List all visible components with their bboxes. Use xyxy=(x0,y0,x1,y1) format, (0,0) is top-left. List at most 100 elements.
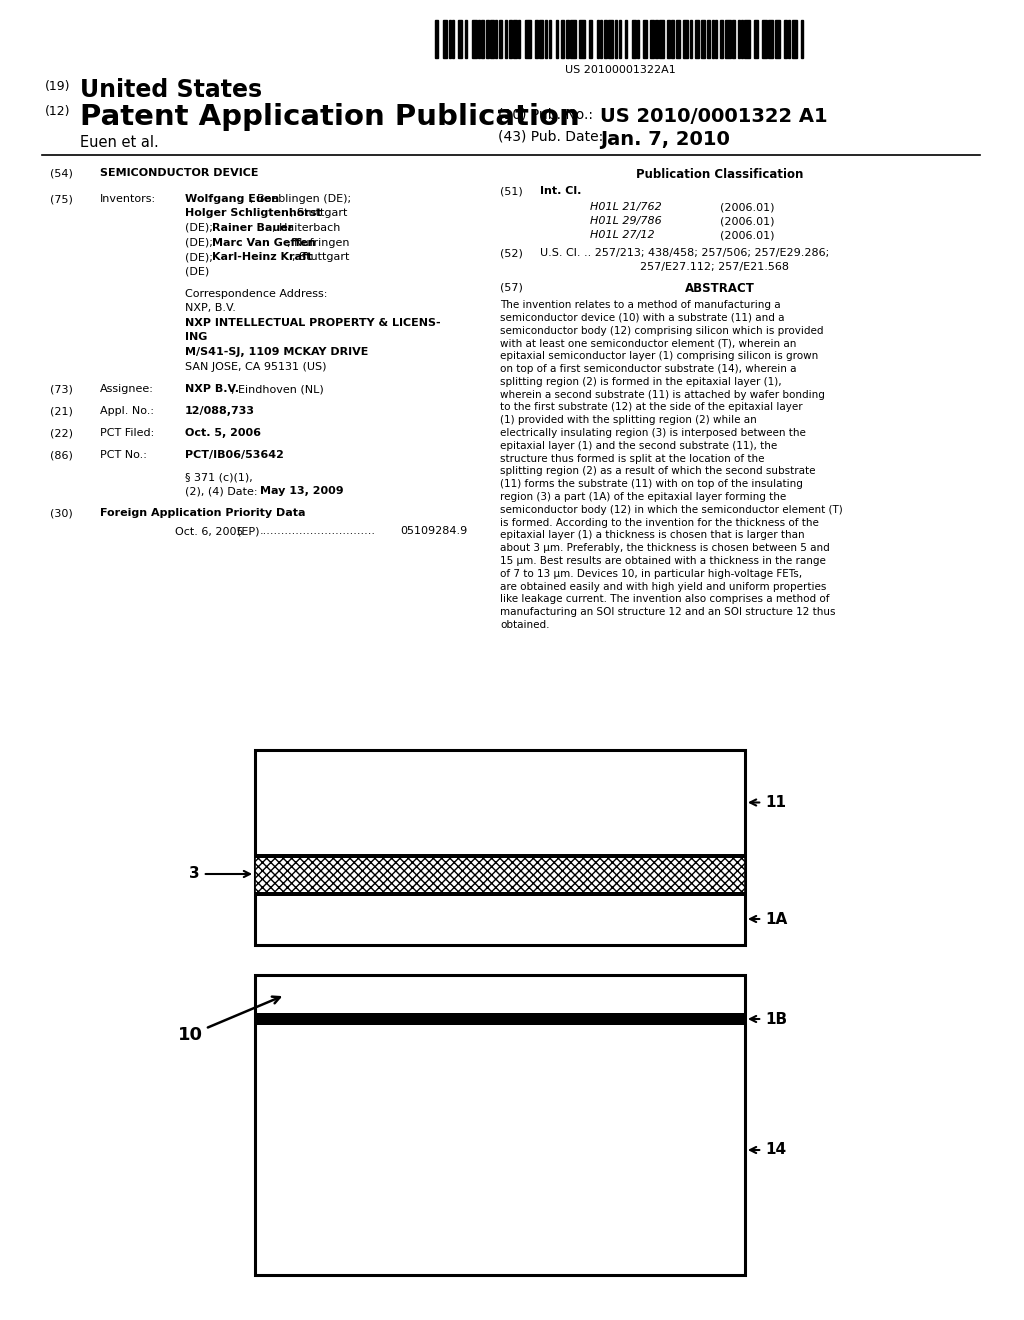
Bar xyxy=(762,20,767,58)
Text: (52): (52) xyxy=(500,248,523,257)
Text: (73): (73) xyxy=(50,384,73,393)
Text: 1B: 1B xyxy=(751,1011,787,1027)
Text: PCT No.:: PCT No.: xyxy=(100,450,146,459)
Bar xyxy=(768,20,772,58)
Text: (DE);: (DE); xyxy=(185,223,216,234)
Text: Oct. 6, 2005: Oct. 6, 2005 xyxy=(175,527,244,536)
Bar xyxy=(490,20,494,58)
Bar xyxy=(600,20,601,58)
Text: H01L 21/762: H01L 21/762 xyxy=(590,202,662,213)
Text: (75): (75) xyxy=(50,194,73,205)
Text: Marc Van Geffen: Marc Van Geffen xyxy=(212,238,315,248)
Text: H01L 27/12: H01L 27/12 xyxy=(590,230,654,240)
Bar xyxy=(608,20,612,58)
Bar xyxy=(509,20,512,58)
Text: U.S. Cl. .. 257/213; 438/458; 257/506; 257/E29.286;: U.S. Cl. .. 257/213; 438/458; 257/506; 2… xyxy=(540,248,829,257)
Bar xyxy=(570,20,575,58)
Text: (2), (4) Date:: (2), (4) Date: xyxy=(185,487,257,496)
Bar xyxy=(566,20,568,58)
Bar xyxy=(255,854,745,858)
Text: 1A: 1A xyxy=(751,912,787,927)
Text: , Nufringen: , Nufringen xyxy=(287,238,349,248)
Text: , Stuttgart: , Stuttgart xyxy=(290,209,347,219)
Bar xyxy=(712,20,714,58)
Bar xyxy=(443,20,446,58)
Text: (57): (57) xyxy=(500,282,523,292)
Bar xyxy=(671,20,674,58)
Bar xyxy=(255,1012,745,1026)
Text: US 20100001322A1: US 20100001322A1 xyxy=(564,65,676,75)
Bar xyxy=(458,20,462,58)
Text: Appl. No.:: Appl. No.: xyxy=(100,407,154,416)
Bar xyxy=(618,20,621,58)
Text: SEMICONDUCTOR DEVICE: SEMICONDUCTOR DEVICE xyxy=(100,168,258,178)
Text: (54): (54) xyxy=(50,168,73,178)
Bar xyxy=(579,20,585,58)
Bar xyxy=(801,20,803,58)
Text: US 2010/0001322 A1: US 2010/0001322 A1 xyxy=(600,107,827,125)
Bar xyxy=(725,20,730,58)
Bar xyxy=(650,20,653,58)
Bar xyxy=(695,20,698,58)
Text: Oct. 5, 2006: Oct. 5, 2006 xyxy=(185,428,261,438)
Text: May 13, 2009: May 13, 2009 xyxy=(260,487,344,496)
Text: Jan. 7, 2010: Jan. 7, 2010 xyxy=(600,129,730,149)
Bar xyxy=(255,892,745,896)
Bar xyxy=(775,20,779,58)
Text: (30): (30) xyxy=(50,508,73,519)
Bar xyxy=(589,20,592,58)
Text: , Haiterbach: , Haiterbach xyxy=(272,223,340,234)
Text: Karl-Heinz Kraft: Karl-Heinz Kraft xyxy=(212,252,312,261)
Text: 3: 3 xyxy=(189,866,250,882)
Text: Patent Application Publication: Patent Application Publication xyxy=(80,103,580,131)
Text: SAN JOSE, CA 95131 (US): SAN JOSE, CA 95131 (US) xyxy=(185,362,327,371)
Bar xyxy=(545,20,547,58)
Text: 11: 11 xyxy=(751,795,786,810)
Bar xyxy=(690,20,691,58)
Bar xyxy=(486,20,488,58)
Text: ................................: ................................ xyxy=(260,527,376,536)
Bar xyxy=(539,20,543,58)
Bar xyxy=(478,20,479,58)
Bar xyxy=(701,20,705,58)
Bar xyxy=(452,20,454,58)
Text: ABSTRACT: ABSTRACT xyxy=(685,282,755,294)
Text: (DE): (DE) xyxy=(185,267,209,276)
Text: Rainer Bauer: Rainer Bauer xyxy=(212,223,293,234)
Text: , Boeblingen (DE);: , Boeblingen (DE); xyxy=(250,194,351,205)
Text: (DE);: (DE); xyxy=(185,238,216,248)
Bar xyxy=(643,20,646,58)
Bar xyxy=(720,20,723,58)
Bar xyxy=(676,20,680,58)
Bar xyxy=(707,20,710,58)
Bar xyxy=(481,20,483,58)
Text: Assignee:: Assignee: xyxy=(100,384,154,393)
Bar xyxy=(597,20,598,58)
Text: (12): (12) xyxy=(45,106,71,117)
Bar xyxy=(732,20,734,58)
Text: (10) Pub. No.:: (10) Pub. No.: xyxy=(498,107,593,121)
Text: 12/088,733: 12/088,733 xyxy=(185,407,255,416)
Text: (21): (21) xyxy=(50,407,73,416)
Text: (EP): (EP) xyxy=(237,527,259,536)
Bar xyxy=(535,20,538,58)
Bar xyxy=(518,20,519,58)
Text: Euen et al.: Euen et al. xyxy=(80,135,159,150)
Bar xyxy=(715,20,717,58)
Bar xyxy=(449,20,451,58)
Bar xyxy=(472,20,476,58)
Bar xyxy=(754,20,758,58)
Text: NXP, B.V.: NXP, B.V. xyxy=(185,304,236,314)
Bar xyxy=(435,20,437,58)
Text: § 371 (c)(1),: § 371 (c)(1), xyxy=(185,473,253,482)
Text: The invention relates to a method of manufacturing a
semiconductor device (10) w: The invention relates to a method of man… xyxy=(500,300,843,630)
Text: Inventors:: Inventors: xyxy=(100,194,156,205)
Text: (86): (86) xyxy=(50,450,73,459)
Text: United States: United States xyxy=(80,78,262,102)
Text: (22): (22) xyxy=(50,428,73,438)
Bar xyxy=(556,20,557,58)
Bar xyxy=(255,855,745,894)
Text: 257/E27.112; 257/E21.568: 257/E27.112; 257/E21.568 xyxy=(640,261,790,272)
Bar xyxy=(465,20,467,58)
Text: Wolfgang Euen: Wolfgang Euen xyxy=(185,194,280,205)
